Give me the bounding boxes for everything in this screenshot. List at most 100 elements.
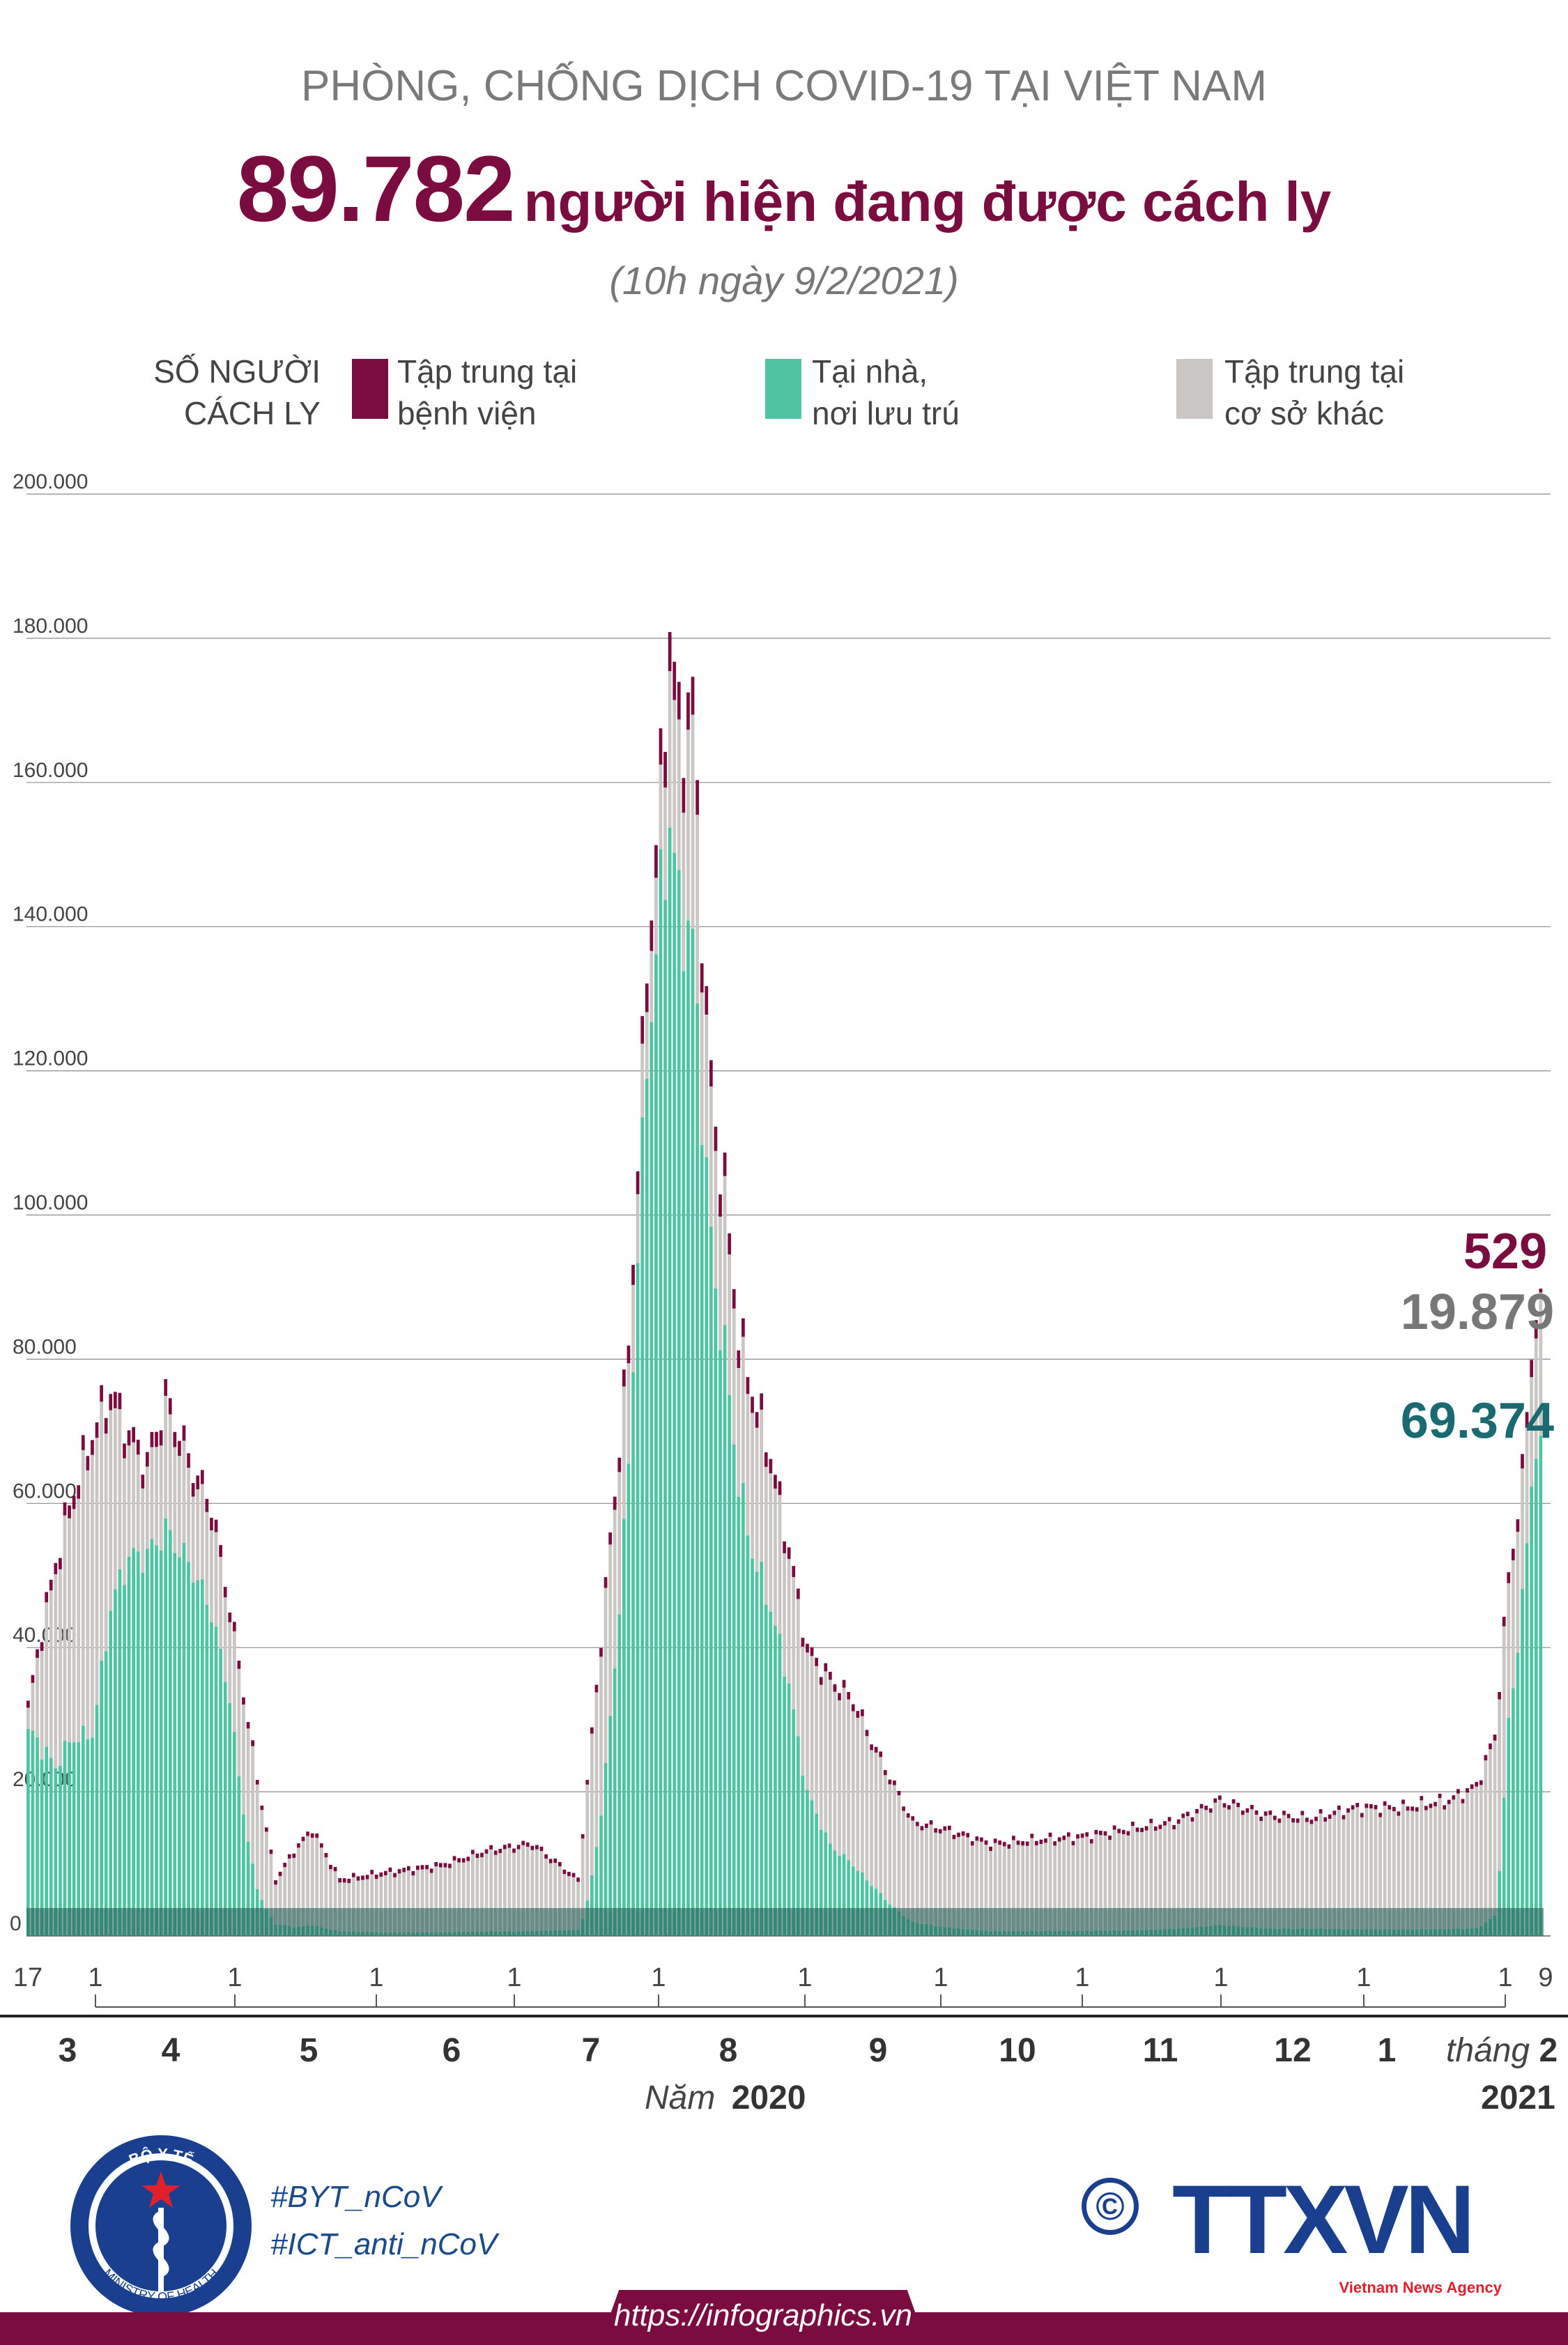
bar-other — [1167, 1821, 1171, 1929]
bar-hospital — [448, 1863, 452, 1868]
bar-other — [906, 1817, 910, 1920]
bar-other — [31, 1682, 35, 1731]
bar-other — [535, 1849, 539, 1931]
x-tick-label: 9 — [1538, 1963, 1553, 1992]
bar-home — [1525, 1543, 1529, 1936]
y-tick-label: 40.000 — [13, 1624, 77, 1647]
bar-other — [287, 1858, 291, 1926]
bar-other — [888, 1784, 892, 1905]
bar-other — [1103, 1835, 1107, 1931]
bar-hospital — [443, 1863, 447, 1868]
bar-other — [1231, 1804, 1236, 1926]
x-tick-label: 1 — [1498, 1963, 1512, 1992]
bar-hospital — [672, 661, 677, 700]
x-tick-label: 1 — [1213, 1963, 1228, 1992]
bar-other — [1190, 1821, 1194, 1928]
bar-home — [617, 1614, 622, 1936]
bar-home — [136, 1551, 140, 1936]
bar-other — [801, 1646, 805, 1776]
bar-other — [1227, 1809, 1231, 1926]
bar-hospital — [1185, 1811, 1190, 1816]
bar-hospital — [1231, 1799, 1236, 1804]
bar-hospital — [1286, 1813, 1291, 1819]
bar-hospital — [1300, 1810, 1305, 1815]
bar-home — [819, 1829, 823, 1936]
bar-other — [521, 1845, 525, 1932]
bar-home — [113, 1589, 117, 1936]
bar-home — [141, 1572, 145, 1936]
bar-other — [604, 1587, 608, 1763]
bar-hospital — [1328, 1814, 1332, 1819]
bar-other — [457, 1862, 461, 1932]
bar-other — [1406, 1810, 1410, 1930]
bar-hospital — [1415, 1807, 1419, 1812]
bar-other — [961, 1836, 965, 1929]
bar-home — [1502, 1797, 1506, 1936]
bar-home — [95, 1705, 99, 1936]
bar-home — [815, 1813, 818, 1936]
bar-other — [351, 1877, 355, 1932]
x-tick-label: 1 — [651, 1963, 666, 1992]
bar-other — [1443, 1809, 1447, 1930]
legend-home-line1: Tại nhà, — [812, 353, 928, 390]
bar-hospital — [1511, 1548, 1515, 1561]
bar-other — [975, 1840, 979, 1930]
bar-hospital — [915, 1822, 919, 1827]
supertitle: PHÒNG, CHỐNG DỊCH COVID-19 TẠI VIỆT NAM — [300, 62, 1267, 110]
bar-other — [1332, 1815, 1337, 1930]
bar-other — [1268, 1815, 1273, 1929]
bar-home — [251, 1863, 255, 1936]
bar-other — [530, 1850, 535, 1932]
bar-hospital — [1263, 1811, 1268, 1816]
bar-home — [26, 1728, 30, 1936]
bar-home — [54, 1768, 58, 1936]
hashtag-ict[interactable]: #ICT_anti_nCoV — [270, 2227, 498, 2261]
bar-other — [695, 815, 699, 1004]
bar-hospital — [1374, 1805, 1378, 1810]
bar-other — [191, 1496, 195, 1583]
bar-home — [72, 1742, 76, 1936]
bar-other — [1131, 1826, 1135, 1930]
bar-other — [420, 1869, 424, 1932]
bar-hospital — [1199, 1804, 1204, 1808]
bar-hospital — [796, 1588, 800, 1599]
bar-other — [448, 1868, 452, 1932]
bar-hospital — [993, 1838, 997, 1843]
bar-hospital — [1176, 1819, 1181, 1824]
bar-other — [1259, 1821, 1263, 1929]
bar-home — [104, 1651, 108, 1936]
bar-home — [847, 1860, 851, 1936]
footer-url-link[interactable]: https://infographics.vn — [613, 2298, 912, 2332]
bar-hospital — [1163, 1821, 1167, 1826]
bar-hospital — [297, 1843, 300, 1848]
legend-other-line2: cơ sở khác — [1224, 395, 1385, 431]
bar-hospital — [342, 1878, 346, 1883]
bar-hospital — [870, 1744, 873, 1751]
bar-hospital — [1044, 1838, 1047, 1843]
bar-home — [1539, 1436, 1543, 1936]
bar-other — [81, 1450, 85, 1726]
bar-hospital — [480, 1852, 484, 1857]
bar-hospital — [920, 1826, 924, 1831]
bar-other — [255, 1784, 259, 1889]
year-label-2021: 2021 — [1481, 2079, 1555, 2116]
bar-other — [1149, 1823, 1153, 1930]
month-label-1: 1 — [1377, 2032, 1397, 2069]
month-label-9: 9 — [868, 2032, 888, 2069]
ttxvn-subtitle: Vietnam News Agency — [1339, 2279, 1502, 2296]
bar-hospital — [847, 1692, 851, 1700]
bar-hospital — [1089, 1839, 1093, 1844]
bar-hospital — [888, 1779, 892, 1785]
bar-hospital — [1126, 1831, 1130, 1836]
bar-hospital — [507, 1843, 512, 1848]
bar-home — [150, 1539, 154, 1936]
bar-other — [1048, 1836, 1052, 1931]
bar-home — [86, 1739, 90, 1936]
bar-other — [1222, 1807, 1227, 1926]
bar-hospital — [516, 1845, 521, 1850]
bar-hospital — [402, 1868, 406, 1873]
bar-hospital — [329, 1864, 332, 1870]
hashtag-byt[interactable]: #BYT_nCoV — [270, 2180, 441, 2214]
bar-other — [146, 1466, 149, 1549]
y-tick-label: 200.000 — [13, 470, 88, 493]
